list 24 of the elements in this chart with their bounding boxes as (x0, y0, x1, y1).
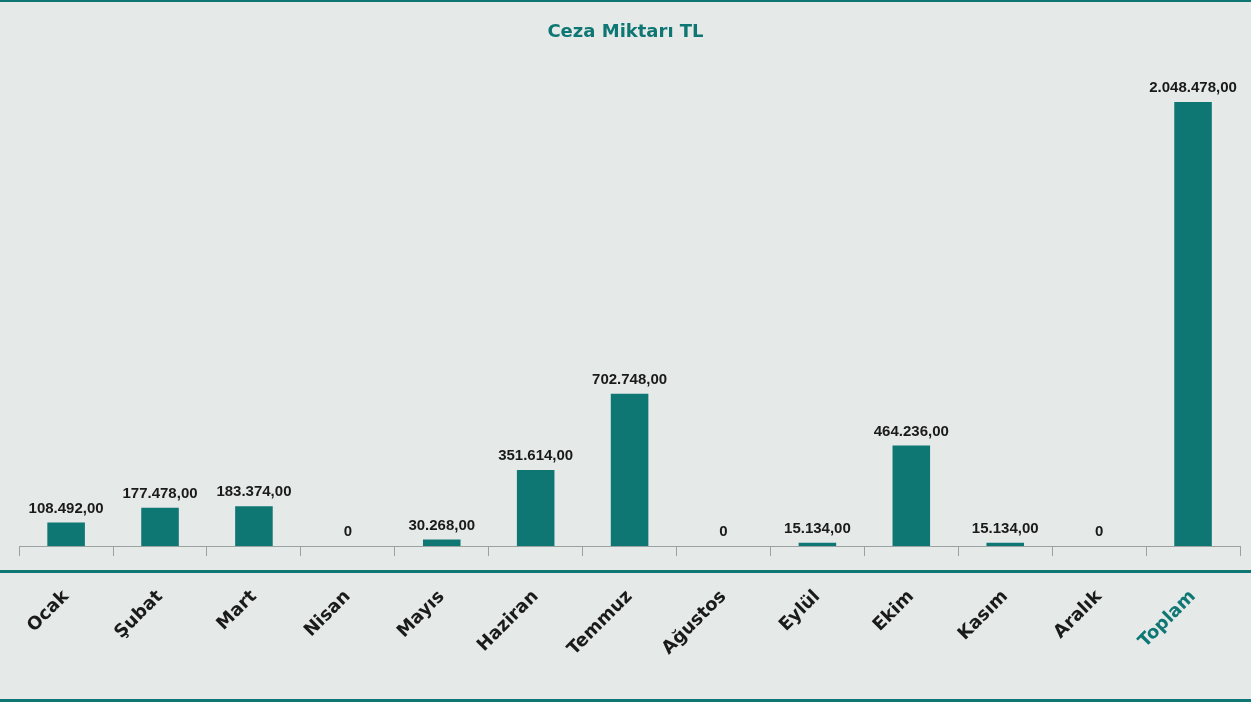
bar (1174, 102, 1212, 547)
data-label: 0 (1094, 522, 1104, 540)
bar (892, 445, 931, 547)
data-label: 108.492,00 (28, 498, 104, 516)
chart-title: Ceza Miktarı TL (546, 20, 705, 41)
bar (516, 469, 555, 547)
bar (141, 507, 179, 547)
data-label: 30.268,00 (408, 515, 476, 533)
data-label: 177.478,00 (122, 483, 198, 501)
data-label: 2.048.478,00 (1149, 78, 1237, 96)
data-label: 0 (343, 522, 353, 540)
bar (798, 542, 837, 547)
data-label: 15.134,00 (784, 518, 851, 536)
data-label: 351.614,00 (498, 446, 574, 464)
data-label: 702.748,00 (592, 369, 668, 387)
data-label: 15.134,00 (971, 518, 1039, 536)
data-label: 183.374,00 (216, 482, 292, 500)
data-label: 464.236,00 (873, 421, 949, 439)
data-label: 0 (719, 522, 728, 540)
bar (422, 539, 461, 547)
bar (235, 506, 273, 547)
bar (610, 393, 649, 547)
bar (47, 522, 85, 547)
bar (986, 542, 1024, 547)
